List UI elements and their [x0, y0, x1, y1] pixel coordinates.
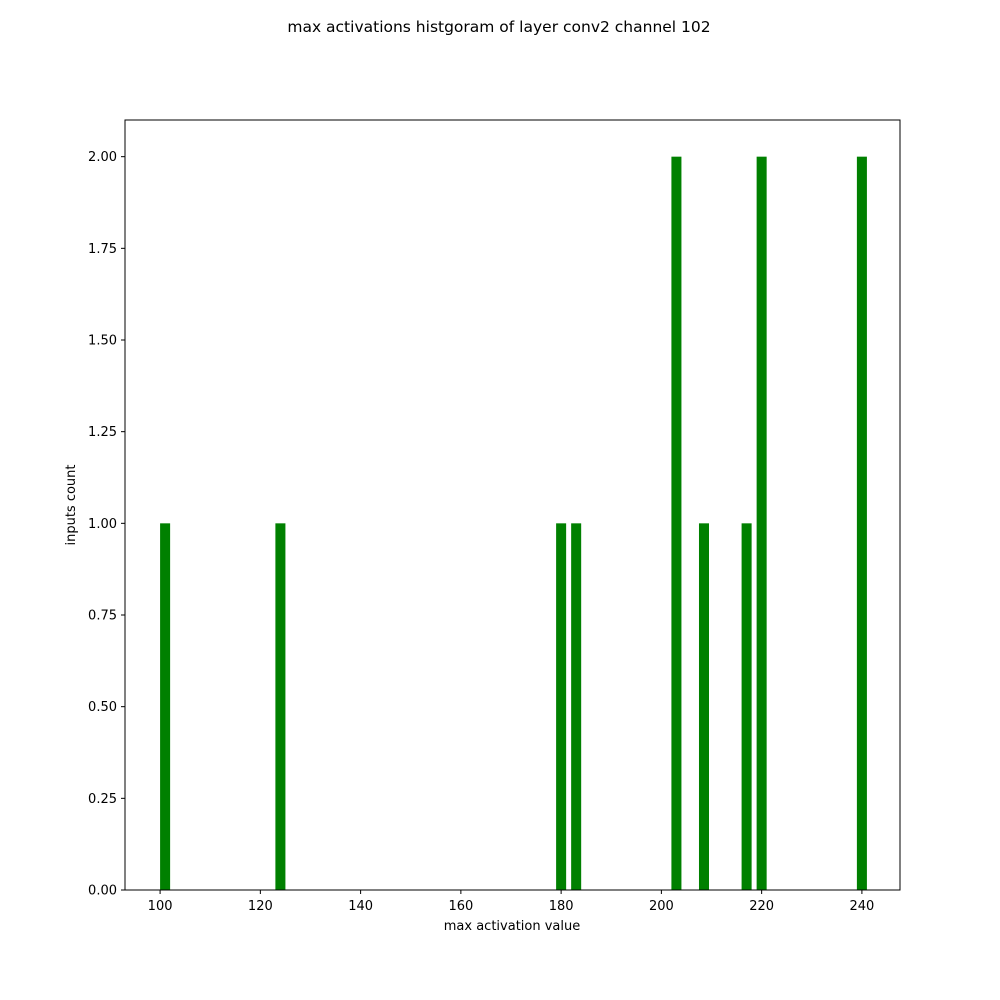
bar — [571, 523, 582, 890]
x-tick-label: 120 — [248, 899, 273, 914]
y-tick-label: 0.25 — [88, 792, 117, 807]
y-tick-label: 1.50 — [88, 334, 117, 349]
x-tick-label: 220 — [749, 899, 774, 914]
plot-frame — [124, 119, 901, 891]
bar — [856, 156, 867, 890]
y-tick-label: 0.50 — [88, 700, 117, 715]
bar — [556, 523, 567, 890]
y-tick-label: 1.25 — [88, 425, 117, 440]
x-tick-label: 140 — [348, 899, 373, 914]
x-tick-label: 200 — [649, 899, 674, 914]
bar — [671, 156, 682, 890]
x-tick-label: 160 — [448, 899, 473, 914]
y-tick-label: 0.75 — [88, 609, 117, 624]
x-tick-label: 100 — [148, 899, 173, 914]
y-tick-label: 1.00 — [88, 517, 117, 532]
y-tick-label: 0.00 — [88, 884, 117, 899]
bar — [741, 523, 752, 890]
y-tick-label: 2.00 — [88, 150, 117, 165]
x-tick-label: 180 — [549, 899, 574, 914]
x-tick-label: 240 — [849, 899, 874, 914]
chart-title: max activations histgoram of layer conv2… — [287, 18, 710, 36]
bar — [698, 523, 710, 890]
bar — [275, 523, 286, 890]
x-axis: 100 120 140 160 180 200 220 240 — [148, 890, 874, 914]
y-tick-label: 1.75 — [88, 242, 117, 257]
bars-group — [160, 156, 867, 890]
bar — [160, 523, 171, 890]
bar — [756, 156, 767, 890]
y-axis-label: inputs count — [64, 464, 79, 545]
x-axis-label: max activation value — [444, 919, 580, 934]
y-axis: 0.00 0.25 0.50 0.75 1.00 1.25 1.50 1.75 2.00 — [88, 150, 125, 899]
